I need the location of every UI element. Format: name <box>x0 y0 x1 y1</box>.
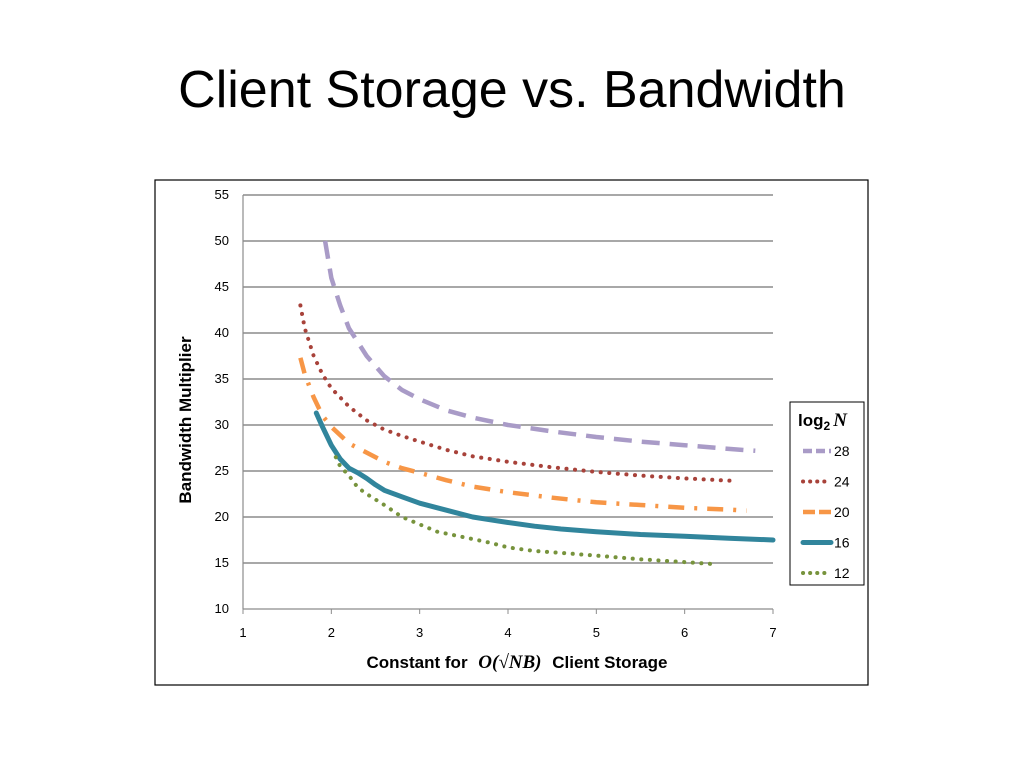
x-axis-title-math: O(√NB) <box>478 652 541 673</box>
series-line-16 <box>313 410 776 543</box>
x-tick-label: 2 <box>328 625 335 640</box>
x-tick-label: 5 <box>593 625 600 640</box>
x-axis-title-prefix: Constant for <box>367 653 468 672</box>
chart-frame <box>154 179 869 686</box>
y-tick-label: 45 <box>215 279 229 294</box>
y-tick-label: 35 <box>215 371 229 386</box>
y-tick-label: 10 <box>215 601 229 616</box>
y-tick-label: 30 <box>215 417 229 432</box>
x-tick-label: 4 <box>504 625 511 640</box>
x-axis-title: Constant for O(√NB) Client Storage <box>367 652 668 673</box>
legend-label-20: 20 <box>834 504 850 520</box>
legend-label-24: 24 <box>834 474 850 490</box>
series-line-12 <box>333 455 714 566</box>
x-tick-label: 1 <box>239 625 246 640</box>
y-axis-title: Bandwidth Multiplier <box>176 336 195 504</box>
legend-title: log2 N <box>798 410 848 433</box>
series-lines <box>298 240 776 566</box>
legend: log2 N 28 24 20 16 12 <box>789 401 865 586</box>
y-tick-label: 15 <box>215 555 229 570</box>
grid-lines <box>243 194 773 564</box>
legend-label-28: 28 <box>834 443 850 459</box>
legend-label-16: 16 <box>834 535 850 551</box>
x-tick-label: 3 <box>416 625 423 640</box>
series-line-28 <box>322 240 756 454</box>
x-tick-label: 6 <box>681 625 688 640</box>
y-tick-label: 20 <box>215 509 229 524</box>
y-tick-label: 50 <box>215 233 229 248</box>
y-tick-label: 55 <box>215 187 229 202</box>
y-tick-label: 25 <box>215 463 229 478</box>
y-tick-label: 40 <box>215 325 229 340</box>
series-line-24 <box>298 303 740 484</box>
legend-box <box>789 401 865 586</box>
axes <box>242 195 774 614</box>
x-tick-label: 7 <box>769 625 776 640</box>
series-line-20 <box>298 357 747 513</box>
legend-label-12: 12 <box>834 565 850 581</box>
slide-title: Client Storage vs. Bandwidth <box>178 61 846 119</box>
x-axis-title-suffix: Client Storage <box>552 653 667 672</box>
